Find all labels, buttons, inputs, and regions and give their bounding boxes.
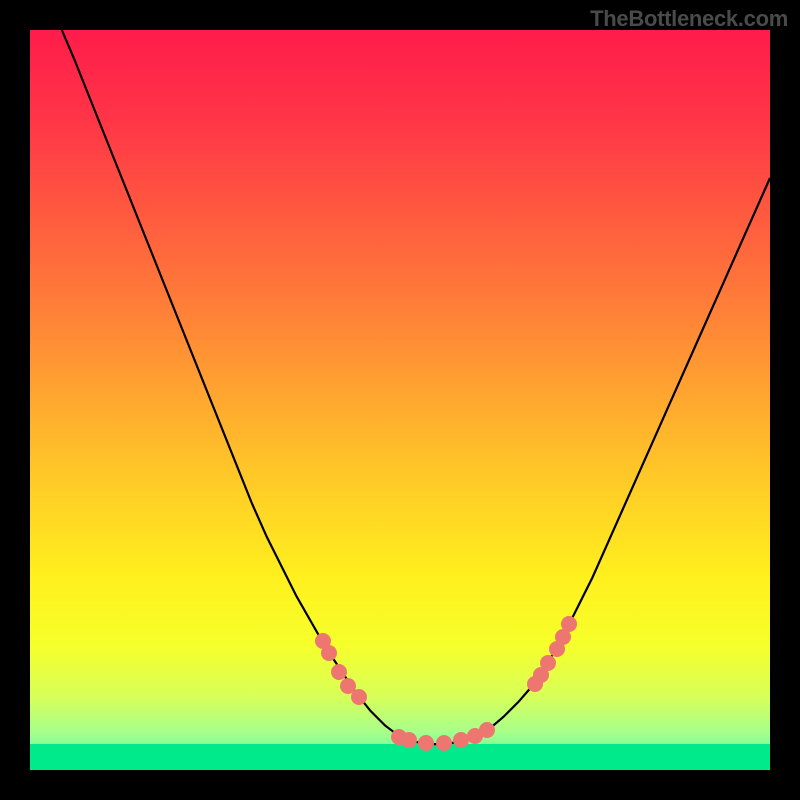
bottleneck-curve: [62, 30, 770, 744]
curve-marker: [479, 722, 495, 738]
curve-marker: [453, 732, 469, 748]
curve-marker: [351, 689, 367, 705]
curve-marker: [540, 655, 556, 671]
bottleneck-chart: TheBottleneck.com: [0, 0, 800, 800]
curve-marker: [321, 645, 337, 661]
curve-layer: [30, 30, 770, 770]
curve-marker: [561, 616, 577, 632]
plot-area: [30, 30, 770, 770]
watermark: TheBottleneck.com: [590, 6, 788, 32]
curve-marker: [436, 735, 452, 751]
curve-marker: [401, 732, 417, 748]
curve-marker: [418, 735, 434, 751]
